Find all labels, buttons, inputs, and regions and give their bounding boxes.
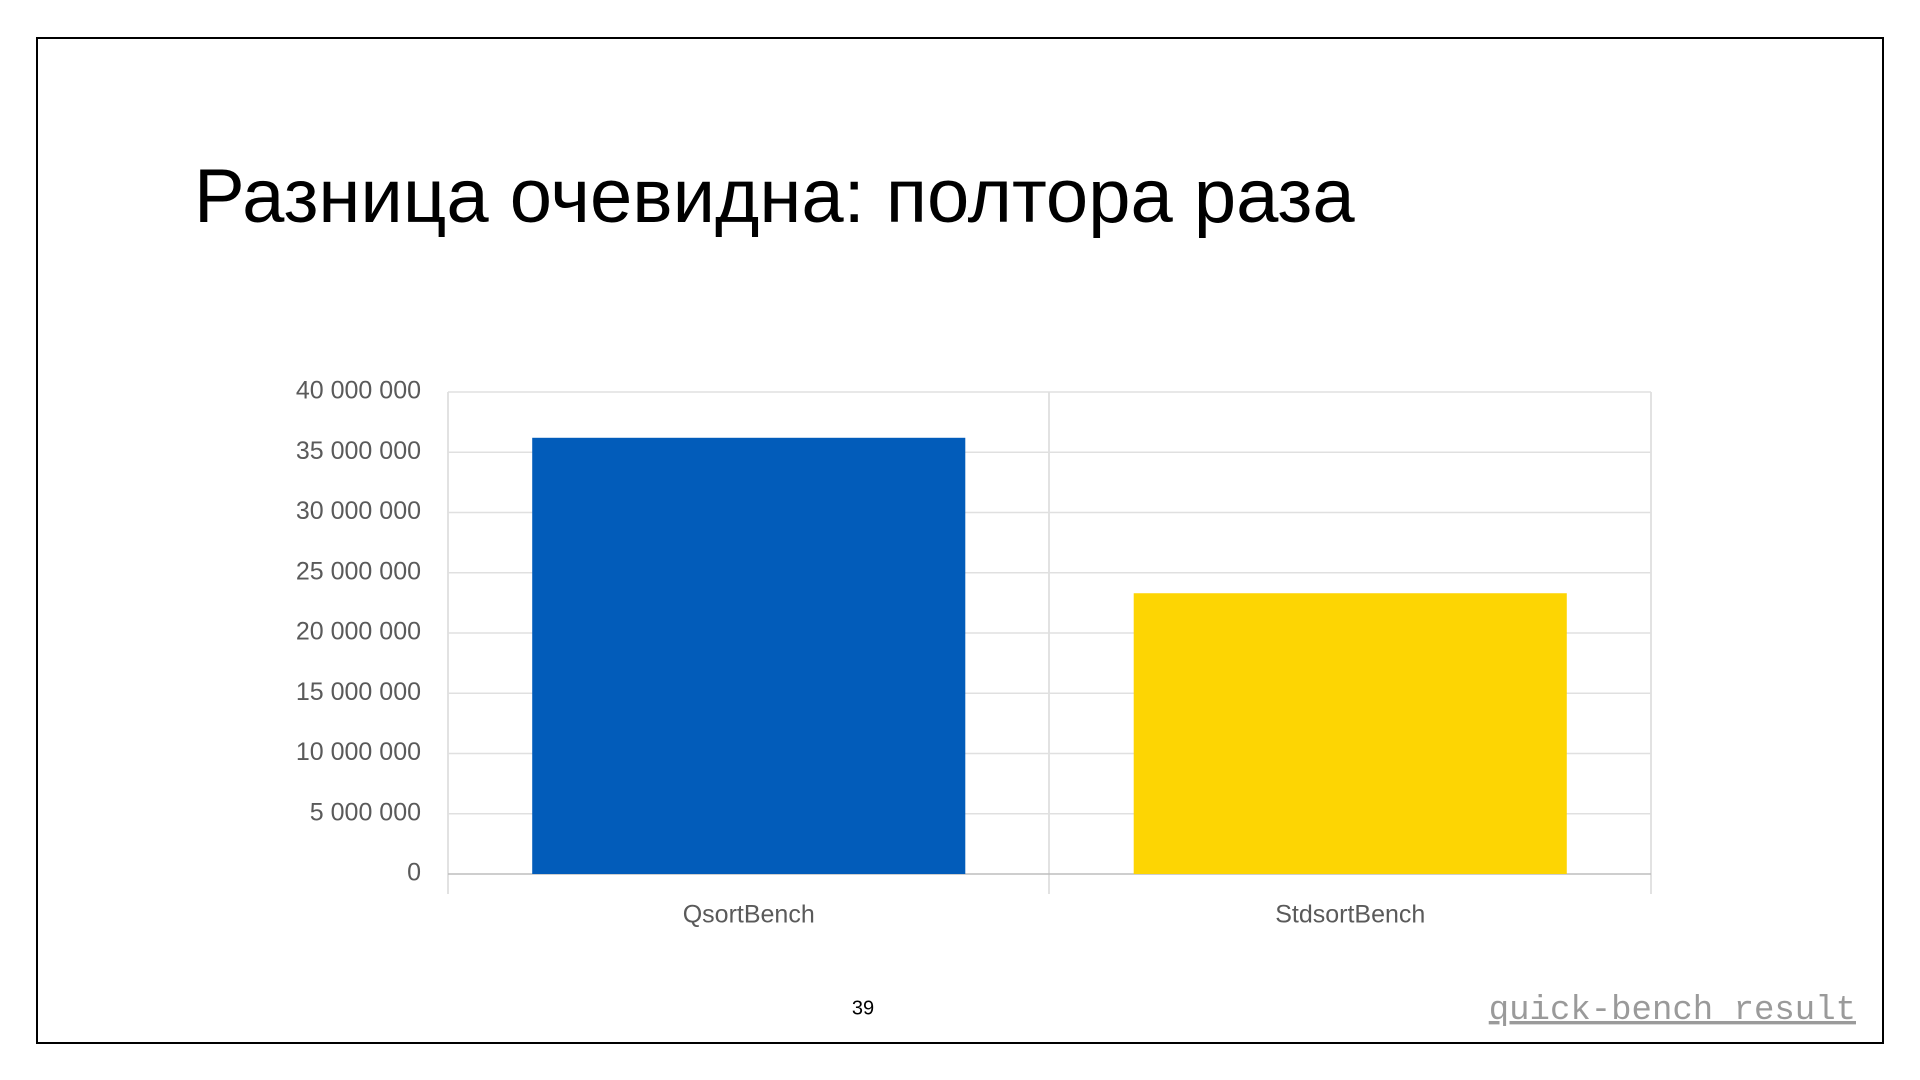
- bar: [532, 437, 966, 874]
- y-tick-label: 35 000 000: [296, 437, 421, 465]
- plot: 0 5 000 000 10 000 000 15 000 000 20 000 000…: [296, 377, 1652, 929]
- x-tick-label: StdsortBench: [1275, 901, 1425, 929]
- y-tick-label: 40 000 000: [296, 377, 421, 405]
- y-tick-label: 15 000 000: [296, 678, 421, 706]
- source-link[interactable]: quick-bench result: [1489, 992, 1856, 1030]
- y-tick-label: 30 000 000: [296, 497, 421, 525]
- x-tick-label: QsortBench: [683, 901, 815, 929]
- slide-title: Разница очевидна: полтора раза: [194, 154, 1355, 239]
- y-tick-label: 25 000 000: [296, 557, 421, 585]
- y-tick-label: 10 000 000: [296, 738, 421, 766]
- page-number: 39: [852, 997, 874, 1019]
- y-tick-label: 5 000 000: [310, 798, 421, 826]
- y-tick-label: 0: [407, 859, 421, 887]
- y-tick-label: 20 000 000: [296, 618, 421, 646]
- bar: [1133, 593, 1567, 874]
